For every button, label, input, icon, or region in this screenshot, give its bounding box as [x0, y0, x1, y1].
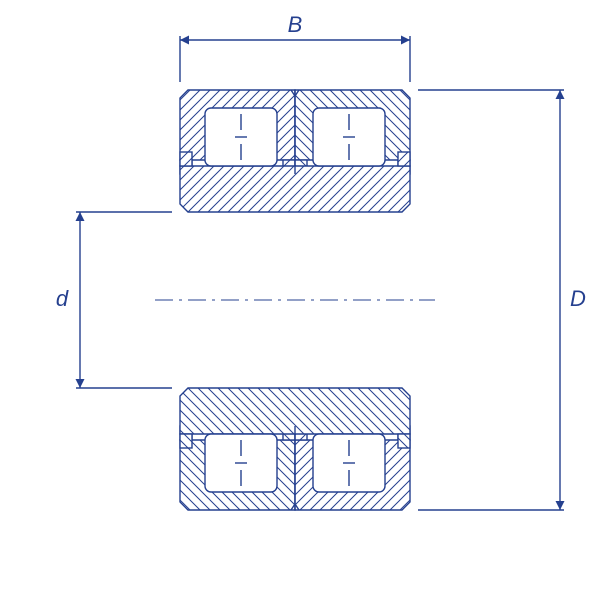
label-outer-D: D — [570, 286, 586, 311]
label-width-B: B — [288, 12, 303, 37]
bearing-cross-section: Bd D — [0, 0, 600, 600]
label-bore-d: d — [56, 286, 69, 311]
